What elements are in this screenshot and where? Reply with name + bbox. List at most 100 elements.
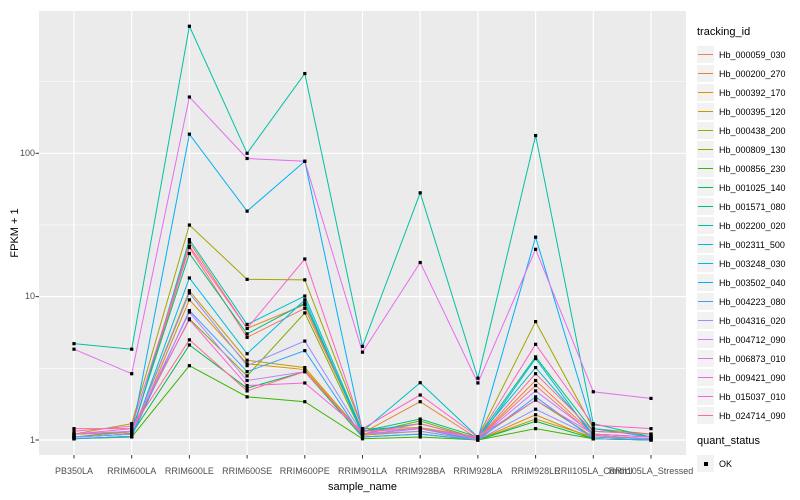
- data-point: [360, 427, 365, 431]
- data-point: [534, 355, 538, 359]
- legend-label: Hb_004316_020: [719, 315, 786, 326]
- legend-key-icon: [697, 369, 714, 386]
- legend-item-Hb_006873_010: Hb_006873_010: [697, 349, 799, 368]
- data-point: [72, 429, 76, 433]
- data-point: [303, 370, 307, 374]
- x-tick-label: RRIM928LE: [511, 466, 561, 476]
- data-point: [245, 332, 249, 336]
- data-point: [534, 407, 538, 411]
- x-tick-label: RRIM901LA: [337, 466, 388, 476]
- legend-key-line: [698, 244, 713, 246]
- data-point: [72, 435, 76, 439]
- legend-item-Hb_009421_090: Hb_009421_090: [697, 368, 799, 387]
- legend-key-line: [698, 377, 713, 379]
- data-point: [245, 151, 249, 155]
- legend-item-Hb_003248_030: Hb_003248_030: [697, 254, 799, 273]
- legend-key-line: [698, 358, 713, 360]
- data-point: [360, 350, 365, 354]
- data-point: [72, 427, 76, 431]
- data-point: [591, 390, 595, 394]
- data-point: [245, 335, 249, 339]
- data-point: [303, 71, 307, 76]
- legend-key-line: [698, 168, 713, 170]
- legend-key-line: [698, 130, 713, 132]
- data-point: [130, 424, 134, 428]
- x-tick-label: RRIM600SE: [222, 466, 273, 476]
- data-point: [418, 435, 422, 439]
- data-point: [245, 395, 249, 399]
- data-point: [187, 343, 191, 347]
- data-point: [187, 244, 191, 248]
- data-point: [303, 400, 307, 404]
- legend-key-icon: [697, 46, 714, 63]
- data-point: [187, 318, 191, 322]
- legend-label: Hb_000395_120: [719, 106, 786, 117]
- data-point: [245, 209, 249, 213]
- legend-key-line: [698, 54, 713, 56]
- legend-label: Hb_015037_010: [719, 391, 786, 402]
- data-point: [418, 427, 422, 431]
- legend-key-line: [698, 206, 713, 208]
- legend-key-icon: [697, 255, 714, 272]
- legend-item-Hb_002311_500: Hb_002311_500: [697, 235, 799, 254]
- data-point: [130, 372, 134, 376]
- legend-item-Hb_000395_120: Hb_000395_120: [697, 102, 799, 121]
- x-tick-label: RRIM928LA: [453, 466, 503, 476]
- legend-label: Hb_002200_020: [719, 220, 786, 231]
- legend-label: Hb_000200_270: [719, 68, 786, 79]
- data-point: [72, 347, 76, 351]
- legend-item-Hb_004223_080: Hb_004223_080: [697, 292, 799, 311]
- data-point: [360, 432, 365, 436]
- data-point: [534, 395, 538, 399]
- data-point: [360, 429, 365, 433]
- data-point: [130, 422, 134, 426]
- legend-item-Hb_001571_080: Hb_001571_080: [697, 197, 799, 216]
- data-point: [534, 383, 538, 388]
- data-point: [476, 376, 480, 380]
- legend-item-Hb_000200_270: Hb_000200_270: [697, 64, 799, 83]
- legend-item-Hb_000809_130: Hb_000809_130: [697, 140, 799, 159]
- legend-label: Hb_000059_030: [719, 49, 786, 60]
- data-point: [476, 435, 480, 439]
- data-point: [303, 298, 307, 302]
- data-point: [245, 386, 249, 390]
- data-point: [360, 435, 365, 439]
- data-point: [534, 133, 538, 138]
- data-point: [303, 257, 307, 261]
- legend-item-Hb_004316_020: Hb_004316_020: [697, 311, 799, 330]
- data-point: [591, 423, 595, 427]
- legend-key-icon: [697, 236, 714, 253]
- legend-label: Hb_024714_090: [719, 410, 786, 421]
- data-point: [245, 362, 249, 366]
- legend-key-line: [698, 320, 713, 322]
- data-point: [245, 383, 249, 388]
- legend-key-icon: [697, 407, 714, 424]
- legend-item-Hb_000856_230: Hb_000856_230: [697, 159, 799, 178]
- data-point: [303, 301, 307, 305]
- data-point: [187, 338, 191, 342]
- data-point: [418, 260, 422, 265]
- data-point: [130, 427, 134, 431]
- data-point: [187, 310, 191, 314]
- legend-label: Hb_002311_500: [719, 239, 785, 250]
- data-point: [418, 191, 422, 195]
- data-point: [591, 437, 595, 441]
- legend-items: Hb_000059_030 Hb_000200_270 Hb_000392_170 H…: [697, 45, 799, 425]
- data-point: [130, 429, 134, 433]
- legend-title-tracking-id: tracking_id: [697, 26, 751, 38]
- data-point: [591, 429, 595, 433]
- data-point: [418, 432, 422, 436]
- legend-key-icon: [697, 141, 714, 158]
- data-point: [303, 367, 307, 372]
- x-tick-label: PB350LA: [54, 466, 94, 476]
- data-point: [534, 372, 538, 376]
- data-point: [418, 419, 422, 423]
- data-point: [303, 278, 307, 282]
- x-tick-label: RRIM600LE: [164, 466, 214, 476]
- data-point: [591, 435, 595, 439]
- y-tick-label: 100: [19, 147, 35, 158]
- data-point: [418, 429, 422, 433]
- data-point: [360, 437, 365, 441]
- legend-key-icon: [697, 103, 714, 120]
